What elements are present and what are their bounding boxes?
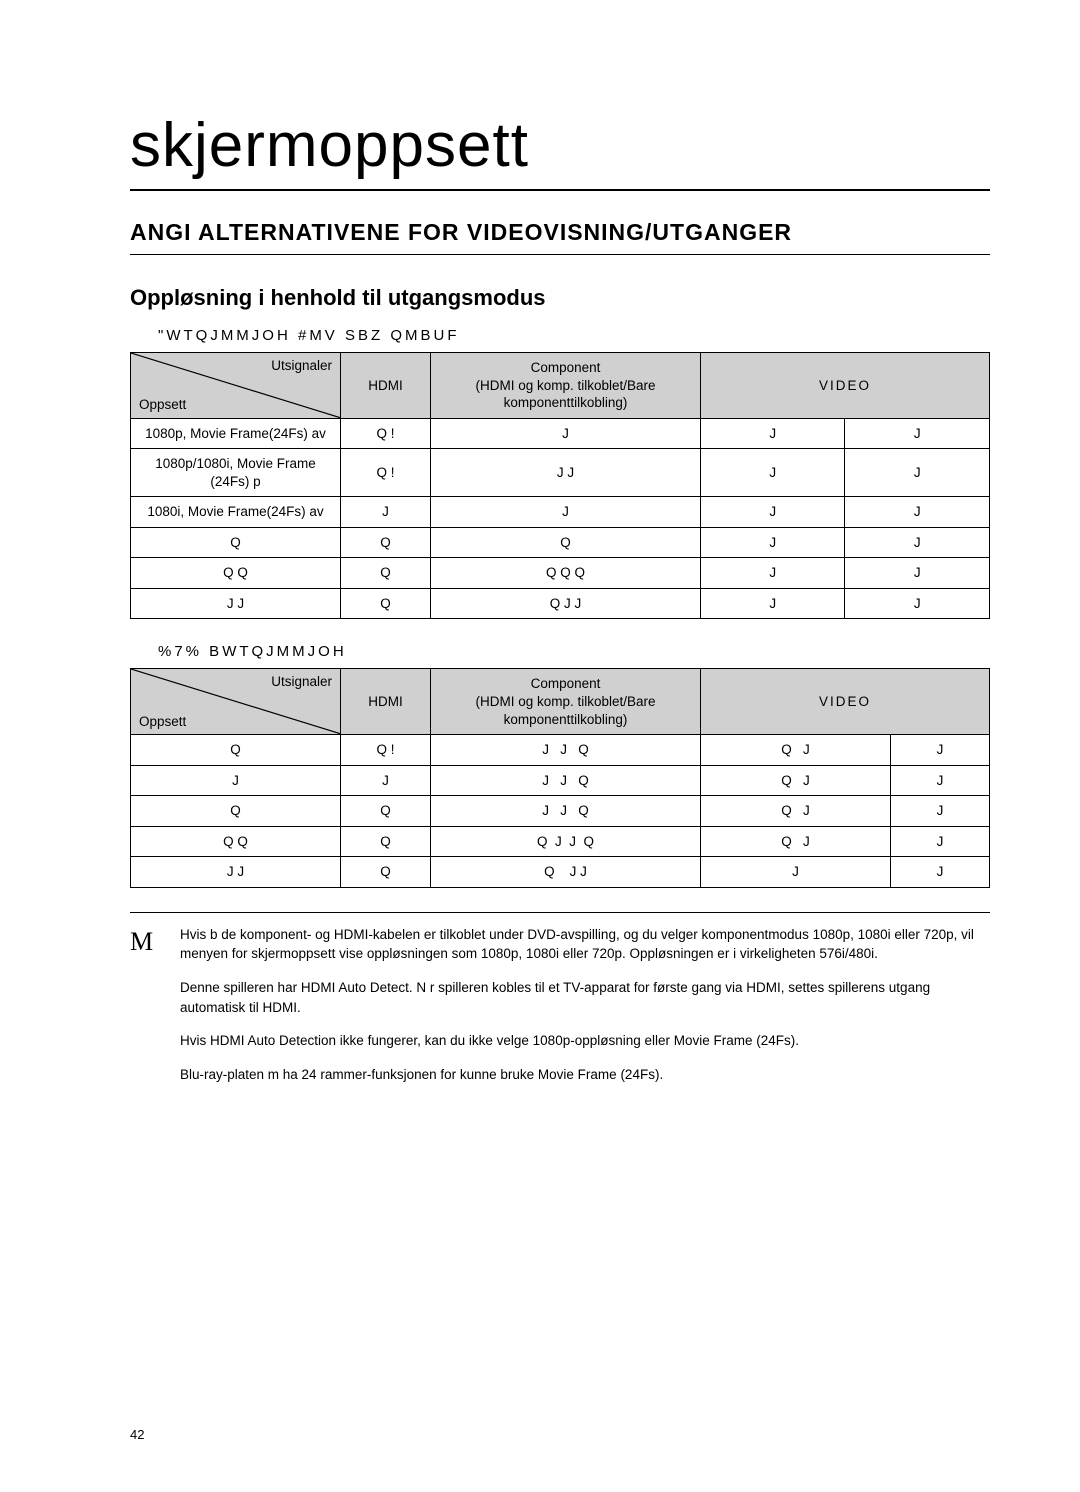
note-paragraph: Denne spilleren har HDMI Auto Detect. N … xyxy=(180,978,990,1017)
table-row: 1080i, Movie Frame(24Fs) avJJJJ xyxy=(131,497,990,528)
note-mark-icon: M xyxy=(130,925,160,1098)
table2-diag-bottom: Oppsett xyxy=(139,713,186,731)
table1-title: "WTQJMMJOH #MV SBZ QMBUF xyxy=(158,327,990,344)
table2-body: QQ !J J QQ JJ JJJ J QQ JJ QQJ J QQ JJ Q … xyxy=(131,735,990,888)
table1-hdmi-header: HDMI xyxy=(341,353,431,419)
section-heading: ANGI ALTERNATIVENE FOR VIDEOVISNING/UTGA… xyxy=(130,219,990,255)
table-row: 1080p, Movie Frame(24Fs) avQ !JJJ xyxy=(131,418,990,449)
note-paragraph: Hvis b de komponent- og HDMI-kabelen er … xyxy=(180,925,990,964)
table-row: 1080p/1080i, Movie Frame (24Fs) pQ !J JJ… xyxy=(131,449,990,497)
notes-block: M Hvis b de komponent- og HDMI-kabelen e… xyxy=(130,912,990,1098)
table1-body: 1080p, Movie Frame(24Fs) avQ !JJJ 1080p/… xyxy=(131,418,990,619)
table1-diag-bottom: Oppsett xyxy=(139,396,186,414)
table-row: QQJ J QQ JJ xyxy=(131,796,990,827)
table2-component-header: Component (HDMI og komp. tilkoblet/Bare … xyxy=(431,669,701,735)
table-row: J JQQ J JJJ xyxy=(131,588,990,619)
note-paragraph: Blu-ray-platen m ha 24 rammer-funksjonen… xyxy=(180,1065,990,1085)
table2-diag-header: Utsignaler Oppsett xyxy=(131,669,341,735)
table-row: QQQJJ xyxy=(131,527,990,558)
table1-video-header: VIDEO xyxy=(701,353,990,419)
table-row: Q QQQ Q QJJ xyxy=(131,558,990,589)
table1-diag-header: Utsignaler Oppsett xyxy=(131,353,341,419)
table-row: QQ !J J QQ JJ xyxy=(131,735,990,766)
table2-diag-top: Utsignaler xyxy=(271,673,332,691)
table-row: J JQQ J JJJ xyxy=(131,857,990,888)
note-body: Hvis b de komponent- og HDMI-kabelen er … xyxy=(180,925,990,1098)
table2-hdmi-header: HDMI xyxy=(341,669,431,735)
table2-video-header: VIDEO xyxy=(701,669,990,735)
table-row: Q QQQ J J QQ JJ xyxy=(131,826,990,857)
resolution-table-2: Utsignaler Oppsett HDMI Component (HDMI … xyxy=(130,668,990,887)
subheading: Oppløsning i henhold til utgangsmodus xyxy=(130,285,990,311)
page-title: skjermoppsett xyxy=(130,110,990,191)
table1-component-header: Component (HDMI og komp. tilkoblet/Bare … xyxy=(431,353,701,419)
note-paragraph: Hvis HDMI Auto Detection ikke fungerer, … xyxy=(180,1031,990,1051)
page-number: 42 xyxy=(130,1427,144,1442)
table-row: JJJ J QQ JJ xyxy=(131,765,990,796)
table1-diag-top: Utsignaler xyxy=(271,357,332,375)
table2-title: %7% BWTQJMMJOH xyxy=(158,643,990,660)
resolution-table-1: Utsignaler Oppsett HDMI Component (HDMI … xyxy=(130,352,990,619)
